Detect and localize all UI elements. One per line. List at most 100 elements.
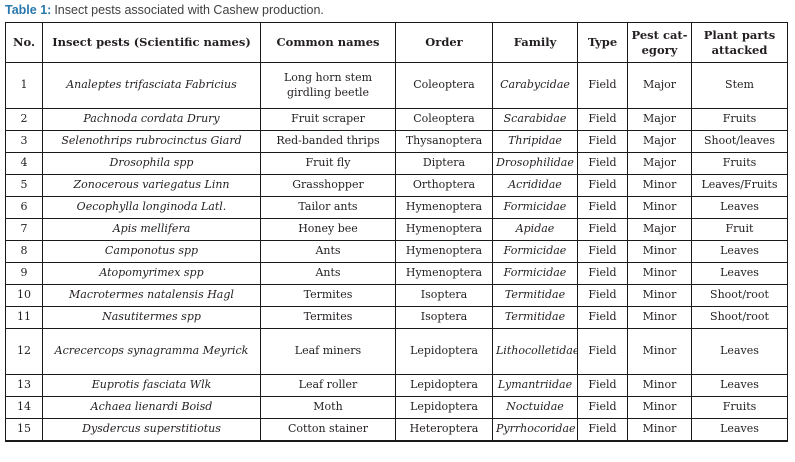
column-header-common: Common names — [260, 22, 396, 63]
cell-order: Isoptera — [395, 306, 493, 329]
cell-type: Field — [577, 108, 628, 131]
cell-parts: Leaves — [691, 328, 788, 375]
cell-type: Field — [577, 374, 628, 397]
cell-no: 3 — [5, 130, 43, 153]
cell-common: Cotton stainer — [260, 418, 396, 441]
cell-common: Moth — [260, 396, 396, 419]
cell-scientific: Zonocerous variegatus Linn — [42, 174, 261, 197]
cell-family: Scarabidae — [492, 108, 578, 131]
cell-family: Apidae — [492, 218, 578, 241]
cell-no: 9 — [5, 262, 43, 285]
table-row: 6 Oecophylla longinoda Latl. Tailor ants Hy… — [5, 196, 788, 219]
cell-order: Diptera — [395, 152, 493, 175]
cell-category: Major — [627, 130, 692, 153]
cell-no: 1 — [5, 62, 43, 109]
table-row: 14 Achaea lienardi Boisd Moth Lepidoptera No… — [5, 396, 788, 419]
cell-type: Field — [577, 418, 628, 441]
cell-parts: Leaves — [691, 418, 788, 441]
table-row: 15 Dysdercus superstitiotus Cotton stainer… — [5, 418, 788, 441]
table-row: 5 Zonocerous variegatus Linn Grasshopper Or… — [5, 174, 788, 197]
cell-category: Minor — [627, 328, 692, 375]
cell-family: Drosophilidae — [492, 152, 578, 175]
cell-scientific: Drosophila spp — [42, 152, 261, 175]
cell-category: Major — [627, 152, 692, 175]
cell-parts: Shoot/root — [691, 306, 788, 329]
cell-common: Tailor ants — [260, 196, 396, 219]
cell-order: Hymenoptera — [395, 218, 493, 241]
cell-family: Formicidae — [492, 196, 578, 219]
cell-order: Hymenoptera — [395, 196, 493, 219]
cell-parts: Stem — [691, 62, 788, 109]
table-row: 2 Pachnoda cordata Drury Fruit scraper Cole… — [5, 108, 788, 131]
cell-common: Fruit scraper — [260, 108, 396, 131]
table-row: 13 Euprotis fasciata Wlk Leaf roller Lepido… — [5, 374, 788, 397]
cell-order: Hymenoptera — [395, 262, 493, 285]
cell-no: 8 — [5, 240, 43, 263]
cell-common: Leaf miners — [260, 328, 396, 375]
table-row: 1 Analeptes trifasciata Fabricius Long hor… — [5, 62, 788, 109]
cell-type: Field — [577, 152, 628, 175]
cell-category: Major — [627, 218, 692, 241]
cell-scientific: Dysdercus superstitiotus — [42, 418, 261, 441]
cell-category: Minor — [627, 196, 692, 219]
cell-parts: Leaves/Fruits — [691, 174, 788, 197]
cell-parts: Fruit — [691, 218, 788, 241]
cell-parts: Fruits — [691, 108, 788, 131]
table-row: 3 Selenothrips rubrocinctus Giard Red-band… — [5, 130, 788, 153]
cell-family: Pyrrhocoridae — [492, 418, 578, 441]
cell-type: Field — [577, 284, 628, 307]
cell-no: 2 — [5, 108, 43, 131]
cell-category: Minor — [627, 418, 692, 441]
cell-no: 10 — [5, 284, 43, 307]
cell-type: Field — [577, 196, 628, 219]
table-row: 8 Camponotus spp Ants Hymenoptera Formicidae… — [5, 240, 788, 263]
cell-common: Grasshopper — [260, 174, 396, 197]
cell-category: Major — [627, 62, 692, 109]
cell-category: Minor — [627, 284, 692, 307]
cell-family: Termitidae — [492, 284, 578, 307]
cell-family: Formicidae — [492, 240, 578, 263]
cell-no: 15 — [5, 418, 43, 441]
table-body: 1 Analeptes trifasciata Fabricius Long hor… — [5, 62, 788, 441]
cell-scientific: Macrotermes natalensis Hagl — [42, 284, 261, 307]
column-header-order: Order — [395, 22, 493, 63]
cell-type: Field — [577, 328, 628, 375]
cell-common: Fruit fly — [260, 152, 396, 175]
table-caption-text: Insect pests associated with Cashew prod… — [54, 3, 324, 17]
cell-order: Lepidoptera — [395, 396, 493, 419]
cell-scientific: Apis mellifera — [42, 218, 261, 241]
cell-family: Formicidae — [492, 262, 578, 285]
cell-category: Minor — [627, 374, 692, 397]
cell-family: Termitidae — [492, 306, 578, 329]
column-header-scientific: Insect pests (Scientific names) — [42, 22, 261, 63]
table-caption-label: Table 1: — [5, 3, 52, 17]
cell-scientific: Achaea lienardi Boisd — [42, 396, 261, 419]
cell-common: Ants — [260, 240, 396, 263]
table-row: 11 Nasutitermes spp Termites Isoptera Termit… — [5, 306, 788, 329]
cell-order: Hymenoptera — [395, 240, 493, 263]
cell-family: Noctuidae — [492, 396, 578, 419]
cell-common: Honey bee — [260, 218, 396, 241]
cell-type: Field — [577, 130, 628, 153]
cell-common: Red-banded thrips — [260, 130, 396, 153]
cell-no: 4 — [5, 152, 43, 175]
cell-no: 13 — [5, 374, 43, 397]
cell-no: 7 — [5, 218, 43, 241]
cell-order: Heteroptera — [395, 418, 493, 441]
table-row: 4 Drosophila spp Fruit fly Diptera Drosophil… — [5, 152, 788, 175]
table-row: 7 Apis mellifera Honey bee Hymenoptera Apida… — [5, 218, 788, 241]
cell-parts: Leaves — [691, 262, 788, 285]
cell-scientific: Nasutitermes spp — [42, 306, 261, 329]
cell-family: Lymantriidae — [492, 374, 578, 397]
cell-scientific: Oecophylla longinoda Latl. — [42, 196, 261, 219]
table-row: 9 Atopomyrimex spp Ants Hymenoptera Formicid… — [5, 262, 788, 285]
cell-no: 12 — [5, 328, 43, 375]
column-header-parts: Plant parts attacked — [691, 22, 788, 63]
cell-type: Field — [577, 262, 628, 285]
cell-scientific: Atopomyrimex spp — [42, 262, 261, 285]
cell-common: Long horn stem girdling beetle — [260, 62, 396, 109]
cell-parts: Fruits — [691, 396, 788, 419]
cell-type: Field — [577, 62, 628, 109]
cell-scientific: Selenothrips rubrocinctus Giard — [42, 130, 261, 153]
cell-parts: Shoot/root — [691, 284, 788, 307]
